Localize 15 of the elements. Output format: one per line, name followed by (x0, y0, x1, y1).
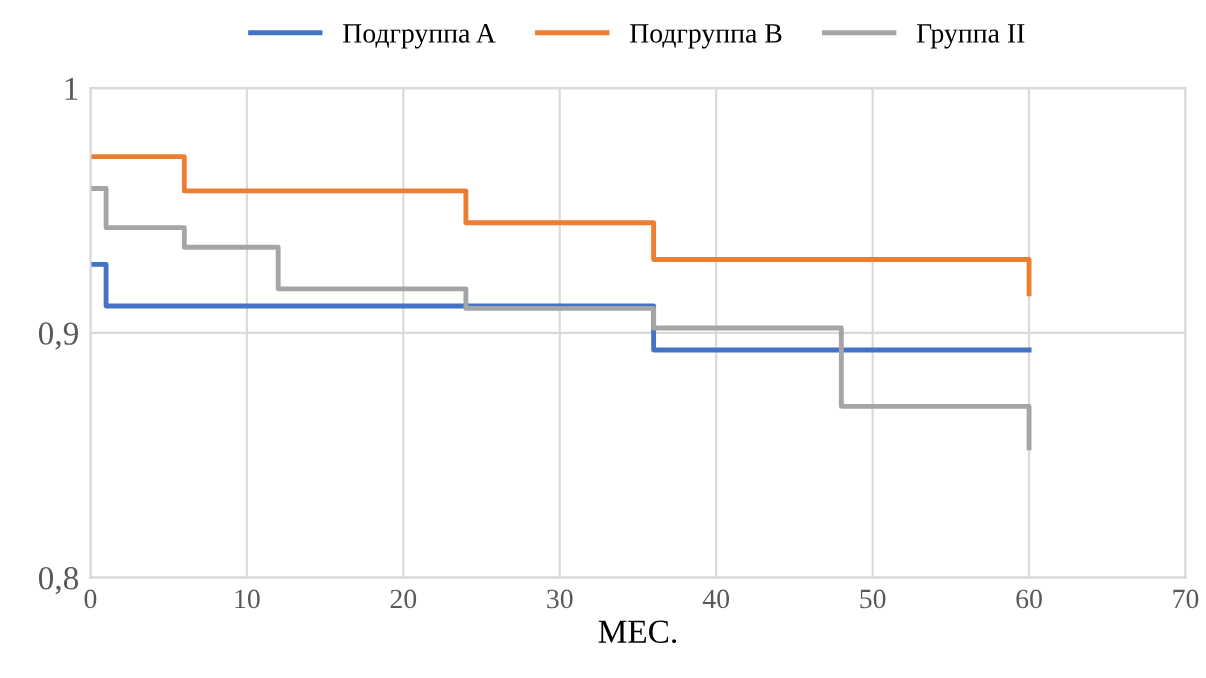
x-tick-label: 10 (235, 589, 260, 609)
legend-label: Подгруппа B (630, 24, 782, 49)
y-tick-label: 0,8 (38, 567, 79, 595)
y-tick-label: 0,9 (38, 322, 78, 350)
x-tick-label: 50 (860, 589, 886, 609)
x-tick-label: 40 (702, 589, 730, 609)
x-tick-label: 70 (1173, 589, 1199, 609)
y-tick-label: 1 (65, 77, 78, 100)
x-tick-label: 0 (84, 589, 97, 609)
legend-label: Группа II (916, 24, 1025, 49)
x-tick-label: 60 (1016, 589, 1042, 609)
x-tick-label: 20 (390, 589, 417, 609)
x-tick-label: 30 (547, 589, 573, 609)
legend-label: Подгруппа A (343, 24, 496, 49)
x-axis-title: МЕС. (598, 620, 677, 644)
